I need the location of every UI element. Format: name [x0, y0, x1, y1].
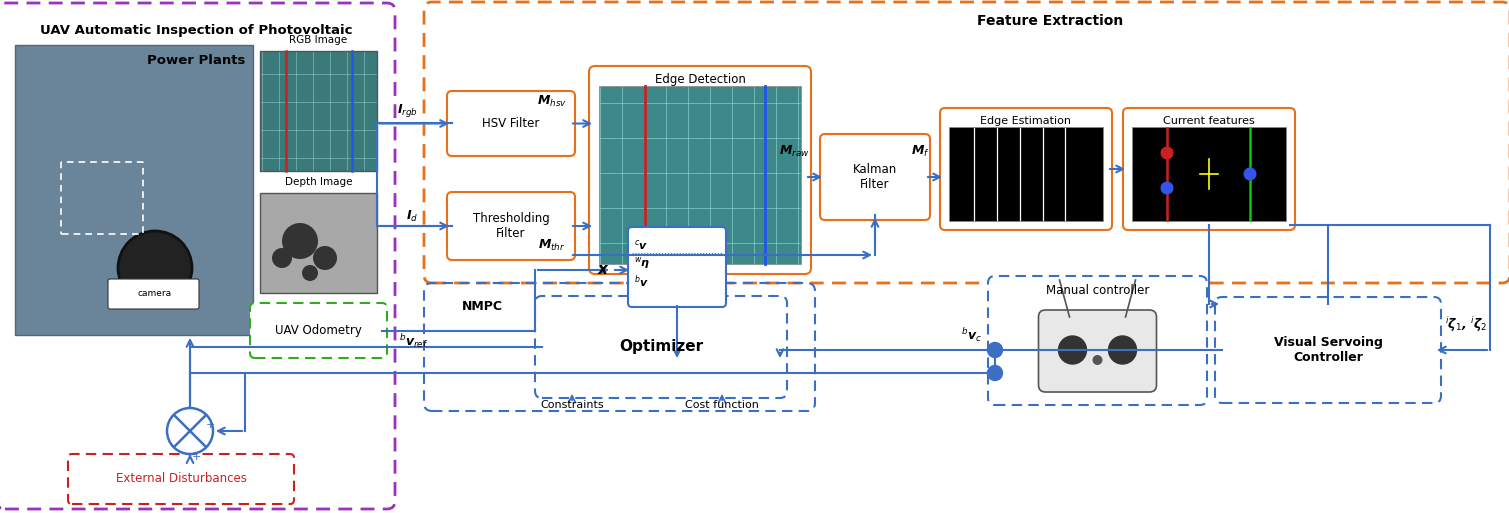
Text: $\boldsymbol{I}_{rgb}$: $\boldsymbol{I}_{rgb}$: [397, 103, 418, 120]
FancyBboxPatch shape: [109, 279, 199, 309]
Text: External Disturbances: External Disturbances: [116, 472, 246, 485]
FancyBboxPatch shape: [0, 3, 395, 509]
Text: Feature Extraction: Feature Extraction: [976, 14, 1123, 28]
Text: NMPC: NMPC: [462, 300, 502, 313]
Circle shape: [1058, 336, 1086, 364]
Bar: [260, 51, 377, 171]
Bar: [599, 86, 801, 264]
Bar: [949, 127, 1103, 221]
Circle shape: [1109, 336, 1136, 364]
Text: Optimizer: Optimizer: [619, 340, 703, 354]
FancyBboxPatch shape: [68, 454, 294, 504]
Text: $^c\boldsymbol{v}$: $^c\boldsymbol{v}$: [634, 238, 647, 252]
Circle shape: [282, 223, 318, 259]
Text: $\boldsymbol{x}$: $\boldsymbol{x}$: [598, 263, 610, 278]
FancyBboxPatch shape: [940, 108, 1112, 230]
Circle shape: [987, 365, 1002, 381]
Text: HSV Filter: HSV Filter: [483, 117, 540, 130]
FancyBboxPatch shape: [1038, 310, 1156, 392]
Text: $\boldsymbol{M}_{f}$: $\boldsymbol{M}_{f}$: [911, 144, 930, 159]
FancyBboxPatch shape: [988, 276, 1207, 405]
Bar: [1132, 127, 1286, 221]
Circle shape: [1162, 147, 1172, 159]
Circle shape: [312, 246, 337, 270]
Circle shape: [118, 231, 192, 305]
Text: Current features: Current features: [1163, 116, 1255, 126]
Text: Constraints: Constraints: [540, 400, 604, 410]
Circle shape: [167, 408, 213, 454]
Circle shape: [1162, 182, 1172, 194]
Text: +: +: [205, 421, 216, 430]
Text: Thresholding
Filter: Thresholding Filter: [472, 212, 549, 240]
Circle shape: [1245, 168, 1255, 180]
Text: Visual Servoing
Controller: Visual Servoing Controller: [1274, 336, 1382, 364]
Text: +: +: [192, 451, 201, 462]
Bar: [260, 193, 377, 293]
FancyBboxPatch shape: [628, 227, 726, 307]
Bar: [15, 45, 254, 335]
FancyBboxPatch shape: [250, 303, 386, 358]
FancyBboxPatch shape: [447, 192, 575, 260]
Text: UAV Odometry: UAV Odometry: [275, 324, 362, 337]
Text: $\boldsymbol{M}_{raw}$: $\boldsymbol{M}_{raw}$: [779, 144, 810, 159]
Circle shape: [272, 248, 293, 268]
Text: Depth Image: Depth Image: [285, 177, 352, 187]
Text: RGB Image: RGB Image: [290, 35, 347, 45]
Text: Edge Estimation: Edge Estimation: [981, 116, 1071, 126]
FancyBboxPatch shape: [447, 91, 575, 156]
Text: Manual controller: Manual controller: [1046, 285, 1150, 298]
Circle shape: [1093, 355, 1103, 365]
Text: $^b\boldsymbol{v}$: $^b\boldsymbol{v}$: [634, 273, 649, 290]
Text: $\boldsymbol{M}_{hsv}$: $\boldsymbol{M}_{hsv}$: [537, 93, 567, 109]
FancyBboxPatch shape: [536, 296, 788, 398]
Text: $\boldsymbol{I}_{d}$: $\boldsymbol{I}_{d}$: [406, 208, 418, 224]
Text: Cost function: Cost function: [685, 400, 759, 410]
FancyBboxPatch shape: [1215, 297, 1441, 403]
Circle shape: [302, 265, 318, 281]
Text: $^b\boldsymbol{v}_{ref}$: $^b\boldsymbol{v}_{ref}$: [398, 332, 429, 350]
Text: Kalman
Filter: Kalman Filter: [853, 163, 898, 191]
FancyBboxPatch shape: [1123, 108, 1295, 230]
Text: camera: camera: [137, 289, 172, 299]
Text: $^w\boldsymbol{\eta}$: $^w\boldsymbol{\eta}$: [634, 255, 650, 271]
Text: $^i\boldsymbol{\zeta}_1$, $^i\boldsymbol{\zeta}_2$: $^i\boldsymbol{\zeta}_1$, $^i\boldsymbol…: [1446, 315, 1488, 334]
Text: Power Plants: Power Plants: [146, 54, 244, 68]
FancyBboxPatch shape: [819, 134, 930, 220]
FancyBboxPatch shape: [589, 66, 810, 274]
Text: $^b\boldsymbol{v}_c$: $^b\boldsymbol{v}_c$: [961, 326, 982, 344]
Text: UAV Automatic Inspection of Photovoltaic: UAV Automatic Inspection of Photovoltaic: [39, 25, 352, 37]
Circle shape: [987, 343, 1002, 358]
Text: $\boldsymbol{M}_{thr}$: $\boldsymbol{M}_{thr}$: [539, 238, 566, 252]
Text: Edge Detection: Edge Detection: [655, 73, 745, 87]
